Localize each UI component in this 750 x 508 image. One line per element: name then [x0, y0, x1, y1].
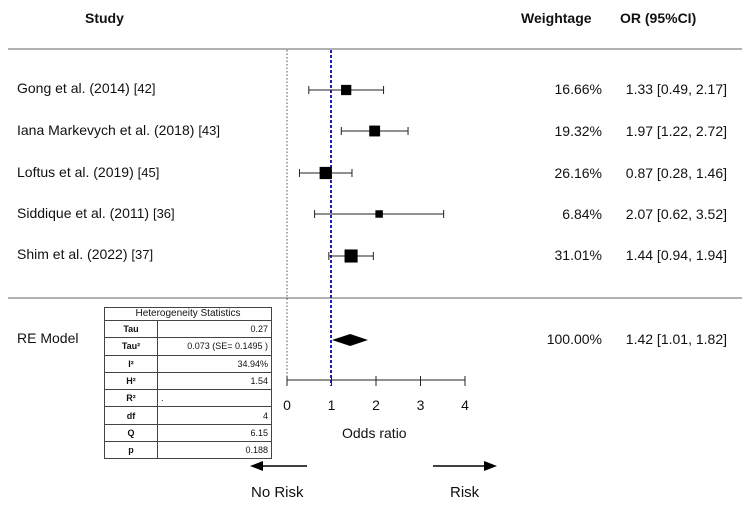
point-estimate: [319, 166, 332, 180]
risk-label: Risk: [450, 484, 480, 501]
table-row: Tau 0.27: [104, 319, 272, 339]
risk-arrow: [433, 461, 497, 471]
table-row: H² 1.54: [104, 371, 272, 391]
or-ci-value: 1.44 [0.94, 1.94]: [625, 247, 727, 263]
summary-weight-value: 100.00%: [546, 331, 602, 347]
table-row: p 0.188: [104, 441, 272, 460]
study-label: Loftus et al. (2019) [45]: [17, 164, 160, 180]
or-ci-value: 2.07 [0.62, 3.52]: [625, 206, 727, 222]
weight-value: 26.16%: [554, 165, 602, 181]
x-tick-label: 0: [283, 397, 291, 413]
or-ci-value: 1.97 [1.22, 2.72]: [625, 123, 727, 139]
weight-value: 16.66%: [554, 81, 602, 97]
weight-value: 6.84%: [562, 206, 602, 222]
study-header: Study: [85, 10, 124, 26]
point-estimate: [369, 125, 381, 137]
summary-diamond: [331, 334, 368, 346]
x-tick-label: 1: [328, 397, 336, 413]
or-ci-value: 1.33 [0.49, 2.17]: [625, 81, 727, 97]
table-row: Tau² 0.073 (SE= 0.1495 ): [104, 337, 272, 356]
point-estimate: [341, 84, 352, 96]
study-label: Shim et al. (2022) [37]: [17, 246, 154, 262]
or-ci-header: OR (95%CI): [620, 10, 697, 26]
study-label: Iana Markevych et al. (2018) [43]: [17, 122, 220, 138]
heterogeneity-title: Heterogeneity Statistics: [104, 307, 272, 320]
study-label: Gong et al. (2014) [42]: [17, 80, 156, 96]
x-tick-label: 3: [417, 397, 425, 413]
table-row: R².: [104, 389, 272, 408]
table-row: Q 6.15: [104, 423, 272, 443]
heterogeneity-table: Heterogeneity Statistics Tau 0.27 Tau² 0.0…: [104, 307, 272, 460]
no-risk-arrow: [250, 461, 307, 471]
study-label: Siddique et al. (2011) [36]: [17, 205, 175, 221]
summary-label: RE Model: [17, 330, 79, 346]
summary-or-ci-value: 1.42 [1.01, 1.82]: [625, 331, 727, 347]
weightage-header: Weightage: [521, 10, 592, 26]
point-estimate: [375, 210, 383, 218]
weight-value: 19.32%: [554, 123, 602, 139]
no-risk-label: No Risk: [251, 484, 304, 501]
x-axis: 0 1 2 3 4: [283, 376, 469, 413]
point-estimate: [344, 249, 358, 263]
table-row: df 4: [104, 406, 272, 425]
x-tick-label: 2: [372, 397, 380, 413]
or-ci-value: 0.87 [0.28, 1.46]: [625, 165, 727, 181]
x-tick-label: 4: [461, 397, 469, 413]
weight-value: 31.01%: [554, 247, 602, 263]
x-axis-title: Odds ratio: [342, 425, 407, 441]
table-row: I² 34.94%: [104, 354, 272, 373]
